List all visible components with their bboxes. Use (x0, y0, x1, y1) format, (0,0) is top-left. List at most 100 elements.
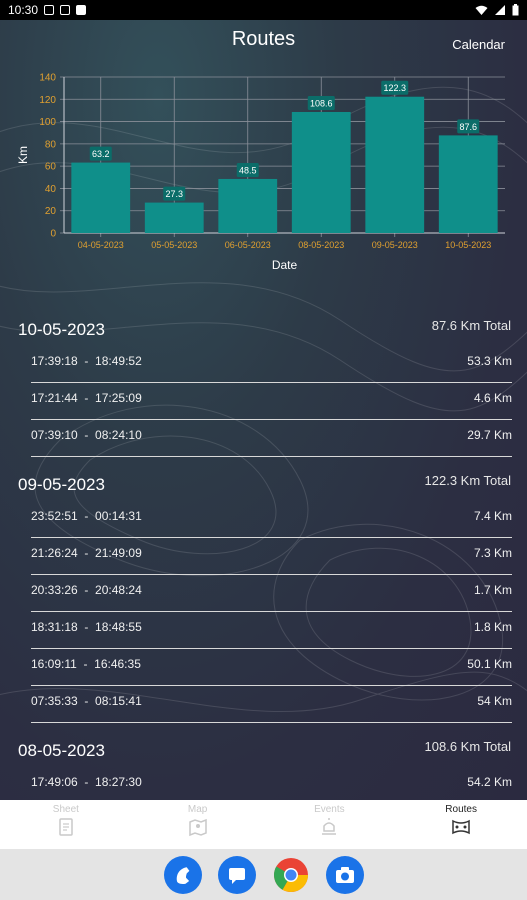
chart-bar (438, 135, 498, 233)
chart-bar (365, 96, 425, 233)
day-group: 10-05-2023 87.6 Km Total 17:39:18 - 18:49:… (0, 318, 527, 473)
calendar-button[interactable]: Calendar (452, 37, 505, 52)
battery-icon (512, 4, 519, 16)
day-total: 122.3 Km Total (424, 473, 511, 488)
route-time-range: 16:09:11 - 16:46:35 (31, 657, 141, 671)
nav-item-sheet[interactable]: Sheet (0, 800, 132, 849)
data-label-box (236, 162, 259, 177)
x-tick-label: 06-05-2023 (225, 240, 271, 250)
y-tick-label: 40 (45, 184, 57, 195)
day-header: 09-05-2023 122.3 Km Total (0, 473, 527, 497)
data-label-box (163, 186, 186, 201)
nav-item-routes[interactable]: Routes (395, 800, 527, 849)
route-distance: 50.1 Km (467, 657, 512, 671)
data-label: 48.5 (239, 165, 257, 175)
route-distance: 29.7 Km (467, 428, 512, 442)
x-tick-label: 08-05-2023 (298, 240, 344, 250)
sheet-icon (59, 818, 73, 836)
y-tick-label: 100 (39, 117, 56, 128)
nav-item-label: Sheet (52, 804, 79, 815)
signal-icon (495, 4, 505, 15)
events-icon (322, 818, 337, 835)
top-bar: Routes Calendar (0, 20, 527, 64)
day-total: 87.6 Km Total (431, 318, 511, 333)
route-row[interactable]: 20:33:26 - 20:48:24 1.7 Km (31, 575, 512, 612)
data-label: 87.6 (459, 122, 477, 132)
sd-card-icon (76, 5, 87, 15)
route-distance: 7.3 Km (473, 546, 512, 560)
day-group: 09-05-2023 122.3 Km Total 23:52:51 - 00:14… (0, 473, 527, 739)
route-time-range: 17:39:18 - 18:49:52 (31, 354, 142, 368)
data-label: 108.6 (310, 98, 333, 108)
chart-bar (144, 202, 204, 233)
data-label-box (89, 146, 112, 161)
day-header: 08-05-2023 108.6 Km Total (0, 739, 527, 763)
messages-icon (228, 867, 245, 884)
camera-app-button[interactable] (325, 855, 364, 894)
nav-item-label: Map (187, 804, 208, 815)
x-axis-title: Date (272, 258, 298, 272)
route-row[interactable]: 16:09:11 - 16:46:35 50.1 Km (31, 649, 512, 686)
route-row[interactable]: 07:35:33 - 08:15:41 54 Km (31, 686, 512, 723)
route-row[interactable]: 17:21:44 - 17:25:09 4.6 Km (31, 383, 512, 420)
route-distance: 54 Km (477, 694, 512, 708)
route-row[interactable]: 17:49:06 - 18:27:30 54.2 Km (31, 767, 512, 800)
route-time-range: 07:39:10 - 08:24:10 (31, 428, 142, 442)
route-time-range: 07:35:33 - 08:15:41 (31, 694, 142, 708)
route-list: 10-05-2023 87.6 Km Total 17:39:18 - 18:49:… (0, 318, 527, 800)
route-row[interactable]: 17:39:18 - 18:49:52 53.3 Km (31, 346, 512, 383)
status-bar: 10:30 (0, 0, 527, 20)
chrome-icon (273, 857, 308, 892)
wifi-icon (475, 5, 488, 15)
y-tick-label: 0 (50, 229, 56, 240)
day-date: 10-05-2023 (18, 320, 105, 339)
y-tick-label: 20 (45, 206, 57, 217)
app-screen: Routes Calendar 0 20 40 60 80 100 120 140 63.2 04… (0, 20, 527, 800)
phone-app-button[interactable] (163, 855, 202, 894)
route-time-range: 23:52:51 - 00:14:31 (31, 509, 142, 523)
route-distance: 1.8 Km (473, 620, 512, 634)
route-distance: 7.4 Km (473, 509, 512, 523)
y-tick-label: 120 (39, 95, 56, 106)
nav-item-events[interactable]: Events (264, 800, 396, 849)
route-time-range: 20:33:26 - 20:48:24 (31, 583, 142, 597)
route-row[interactable]: 18:31:18 - 18:48:55 1.8 Km (31, 612, 512, 649)
route-distance: 1.7 Km (473, 583, 512, 597)
data-label: 63.2 (92, 149, 110, 159)
camera-icon (335, 866, 354, 883)
data-label: 27.3 (165, 189, 183, 199)
page-title: Routes (231, 28, 296, 50)
route-row[interactable]: 07:39:10 - 08:24:10 29.7 Km (31, 420, 512, 457)
nav-item-map[interactable]: Map (132, 800, 264, 849)
route-row[interactable]: 21:26:24 - 21:49:09 7.3 Km (31, 538, 512, 575)
bottom-navigation: Sheet Map Events Routes (0, 800, 527, 849)
route-time-range: 18:31:18 - 18:48:55 (31, 620, 142, 634)
notification-icon (44, 5, 55, 15)
y-tick-label: 80 (45, 139, 57, 150)
day-header: 10-05-2023 87.6 Km Total (0, 318, 527, 342)
day-total: 108.6 Km Total (424, 739, 511, 754)
sim-icon (60, 5, 71, 15)
data-label-box (457, 119, 480, 134)
system-dock (0, 849, 527, 900)
chrome-app-button[interactable] (272, 856, 310, 894)
route-time-range: 17:49:06 - 18:27:30 (31, 775, 142, 789)
routes-icon (452, 819, 470, 835)
data-label: 122.3 (383, 83, 406, 93)
day-group: 08-05-2023 108.6 Km Total 17:49:06 - 18:27… (0, 739, 527, 800)
x-tick-label: 10-05-2023 (445, 240, 491, 250)
route-time-range: 17:21:44 - 17:25:09 (31, 391, 142, 405)
y-axis-title: Km (16, 146, 30, 164)
messages-app-button[interactable] (217, 855, 256, 894)
status-time: 10:30 (8, 3, 39, 17)
route-row[interactable]: 23:52:51 - 00:14:31 7.4 Km (31, 501, 512, 538)
nav-item-label: Events (314, 804, 345, 815)
nav-item-label: Routes (445, 804, 477, 815)
route-distance: 4.6 Km (473, 391, 512, 405)
day-date: 08-05-2023 (18, 741, 105, 760)
chart-bar (291, 111, 351, 233)
phone-icon (176, 866, 189, 884)
day-date: 09-05-2023 (18, 475, 105, 494)
x-tick-label: 09-05-2023 (372, 240, 418, 250)
map-icon (188, 818, 207, 837)
